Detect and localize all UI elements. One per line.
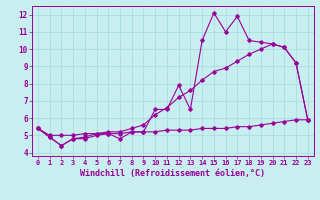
X-axis label: Windchill (Refroidissement éolien,°C): Windchill (Refroidissement éolien,°C) [80,169,265,178]
